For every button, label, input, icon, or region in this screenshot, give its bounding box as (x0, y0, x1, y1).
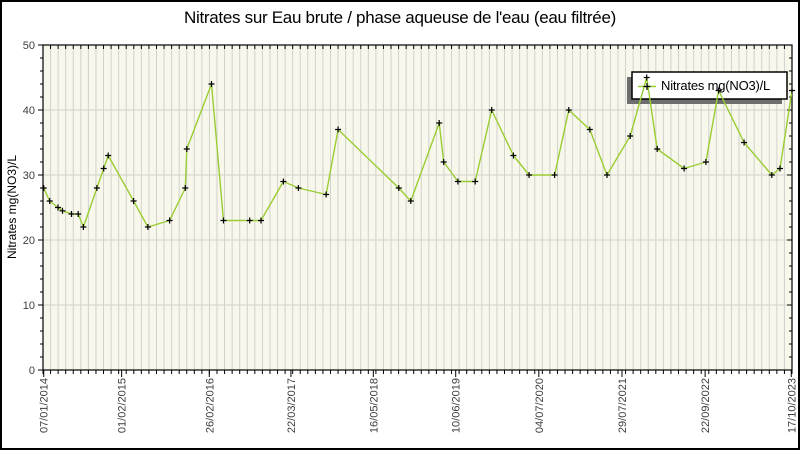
y-axis-ticks (38, 44, 792, 371)
horizontal-gridlines (43, 109, 792, 306)
x-tick-label: 07/01/2014 (39, 378, 51, 433)
y-tick-label: 10 (23, 300, 35, 312)
x-tick-label: 04/07/2020 (534, 378, 546, 433)
y-tick-label: 40 (23, 105, 35, 117)
x-tick-label: 22/09/2022 (700, 378, 712, 433)
y-tick-label: 0 (29, 365, 35, 377)
x-tick-label: 01/02/2015 (117, 378, 129, 433)
legend-sample-icon (638, 83, 656, 90)
x-tick-labels: 07/01/2014 01/02/2015 26/02/2016 22/03/2017… (39, 378, 798, 433)
y-tick-label: 50 (23, 40, 35, 52)
x-tick-label: 26/02/2016 (204, 378, 216, 433)
y-axis-label: Nitrates mg(NO3)/L (5, 154, 19, 260)
x-tick-label: 16/05/2018 (368, 378, 380, 433)
x-tick-label: 10/06/2019 (451, 378, 463, 433)
chart-title: Nitrates sur Eau brute / phase aqueuse d… (184, 8, 616, 27)
x-tick-label: 29/07/2021 (617, 378, 629, 433)
nitrates-points (40, 74, 795, 230)
legend-label: Nitrates mg(NO3)/L (661, 78, 771, 93)
x-axis-ticks (42, 45, 793, 377)
vertical-gridlines (50, 45, 785, 370)
legend-point-sample (643, 83, 651, 90)
nitrates-line (43, 76, 793, 228)
y-tick-label: 30 (23, 170, 35, 182)
y-tick-label: 20 (23, 235, 35, 247)
x-tick-label: 22/03/2017 (286, 378, 298, 433)
y-tick-labels: 0 10 20 30 40 50 (23, 40, 35, 377)
legend-box (631, 71, 788, 100)
x-tick-label: 17/10/2023 (786, 378, 798, 433)
plot-border (42, 44, 793, 371)
